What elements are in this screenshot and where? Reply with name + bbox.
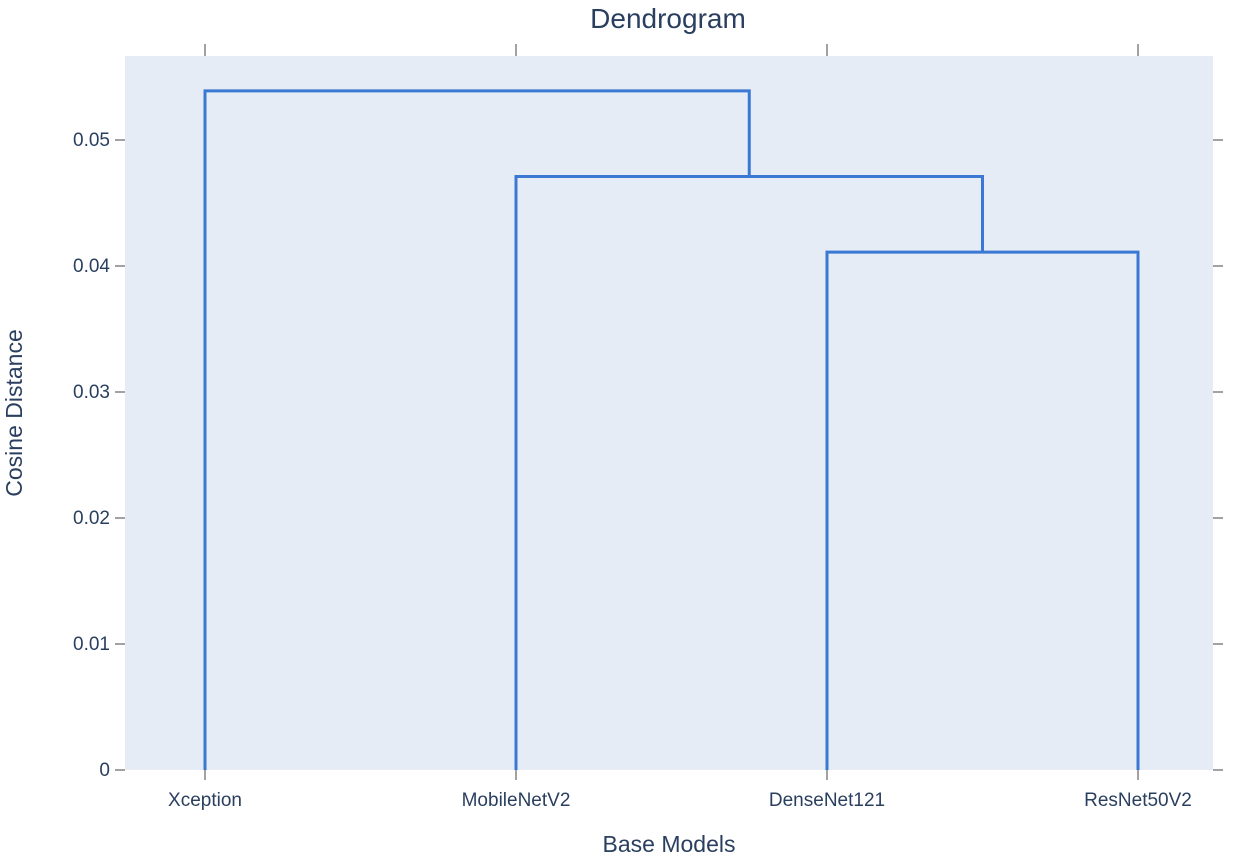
dendrogram-links xyxy=(203,89,1140,770)
y-tick-label: 0 xyxy=(99,760,110,781)
x-tick-label: MobileNetV2 xyxy=(462,790,571,811)
right-axis-ticks xyxy=(1213,139,1223,771)
x-tick-label: DenseNet121 xyxy=(769,790,885,811)
x-tick-label: Xception xyxy=(168,790,242,811)
chart-title: Dendrogram xyxy=(590,3,746,34)
y-axis-title: Cosine Distance xyxy=(1,329,27,496)
x-tick-label: ResNet50V2 xyxy=(1084,790,1192,811)
dendrogram-link xyxy=(203,89,751,770)
y-tick-label: 0.02 xyxy=(73,508,110,529)
y-tick-label: 0.03 xyxy=(73,382,110,403)
x-axis: Xception MobileNetV2 DenseNet121 ResNet50V2 xyxy=(168,770,1192,811)
top-axis-ticks xyxy=(204,44,1139,56)
plot-area-background xyxy=(125,56,1213,770)
y-tick-label: 0.04 xyxy=(73,256,110,277)
y-tick-label: 0.05 xyxy=(73,130,110,151)
y-tick-label: 0.01 xyxy=(73,634,110,655)
x-axis-title: Base Models xyxy=(603,831,736,857)
y-axis: 0 0.01 0.02 0.03 0.04 0.05 xyxy=(73,130,125,781)
